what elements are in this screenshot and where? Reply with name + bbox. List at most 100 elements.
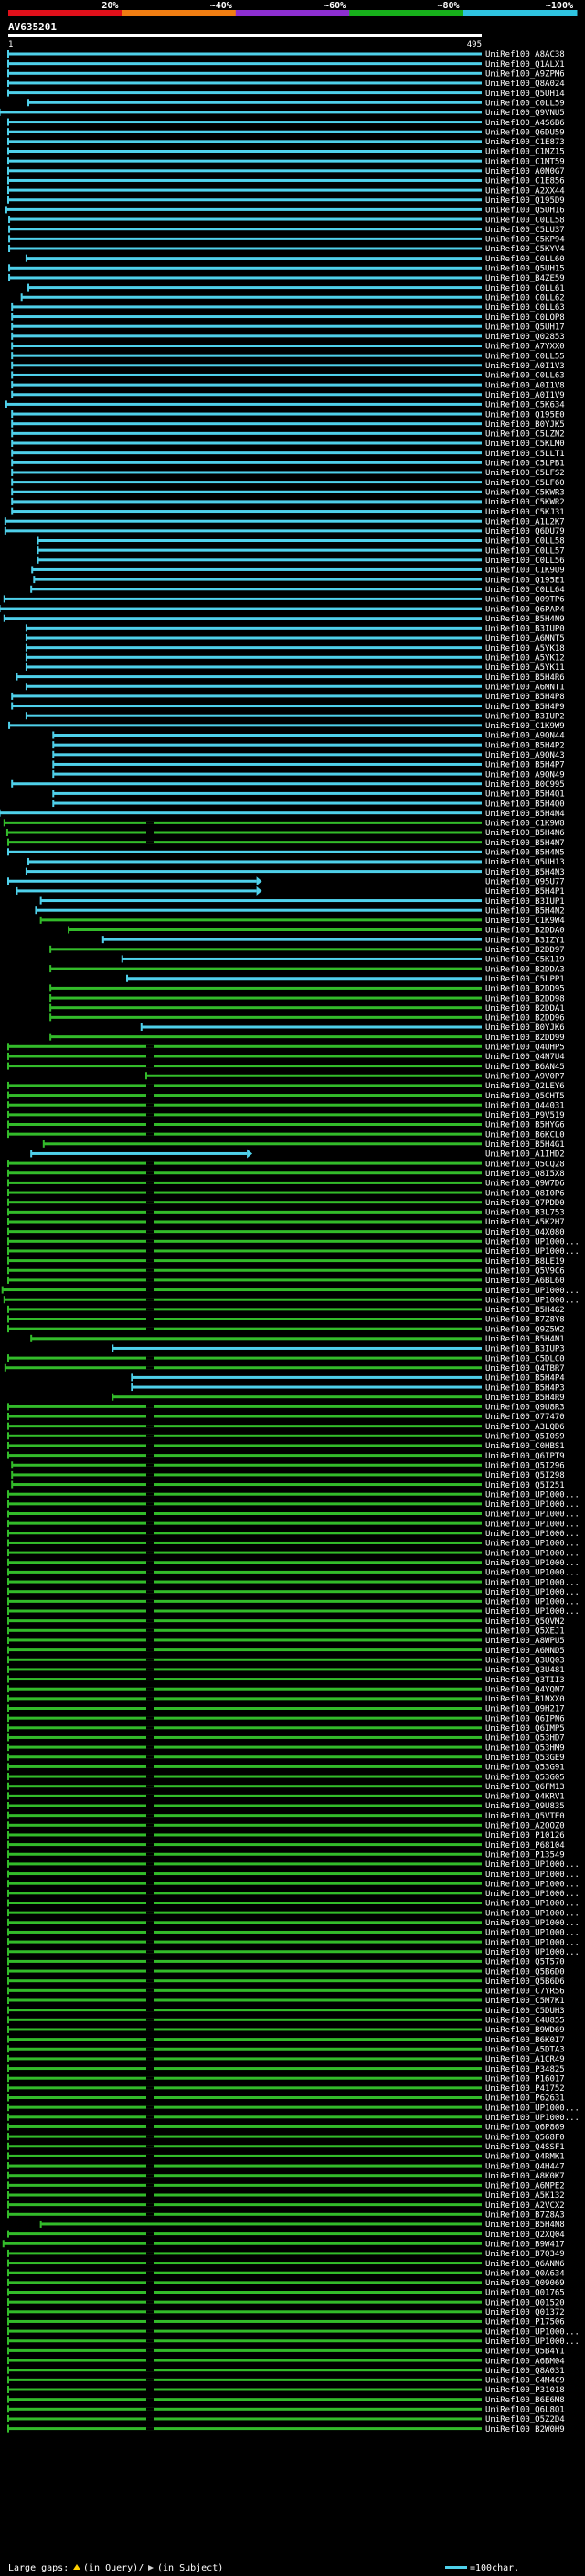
hit-bar[interactable]	[26, 714, 483, 717]
hit-label[interactable]: UniRef100_B6E6M8	[485, 2396, 565, 2405]
hit-label[interactable]: UniRef100_C0HBS1	[485, 1442, 565, 1451]
hit-row[interactable]: UniRef100_B1NXX0	[7, 1694, 565, 1704]
hit-label[interactable]: UniRef100_B6AN45	[485, 1063, 565, 1072]
hit-label[interactable]: UniRef100_Q3TII3	[485, 1676, 565, 1685]
hit-label[interactable]: UniRef100_UP1000...	[485, 1540, 580, 1549]
hit-row[interactable]: UniRef100_C0LL62	[20, 293, 565, 302]
hit-label[interactable]: UniRef100_Q6FM13	[485, 1783, 565, 1792]
hit-row[interactable]: UniRef100_C0LL59	[27, 99, 565, 108]
hit-row[interactable]: UniRef100_B5H4G2	[7, 1305, 565, 1315]
hit-label[interactable]: UniRef100_C1K9W9	[485, 722, 565, 731]
hit-bar[interactable]	[26, 636, 483, 640]
hit-label[interactable]: UniRef100_C5LPP1	[485, 975, 565, 984]
hit-row[interactable]: UniRef100_B6KCL0	[7, 1130, 565, 1140]
hit-bar[interactable]	[8, 1055, 482, 1058]
hit-row[interactable]: UniRef100_Q5B6D6	[7, 1977, 565, 1987]
hit-label[interactable]: UniRef100_Q195E0	[485, 410, 565, 419]
hit-bar[interactable]	[32, 567, 483, 571]
hit-label[interactable]: UniRef100_Q01520	[485, 2298, 565, 2307]
hit-label[interactable]: UniRef100_C0LL61	[485, 284, 565, 293]
hit-bar[interactable]	[8, 1132, 482, 1136]
hit-bar[interactable]	[9, 237, 482, 240]
hit-row[interactable]: UniRef100_A0N0G7	[7, 166, 565, 176]
hit-bar[interactable]	[8, 850, 482, 853]
hit-row[interactable]: UniRef100_B3L753	[7, 1208, 565, 1218]
hit-label[interactable]: UniRef100_B2DD98	[485, 994, 565, 1003]
hit-bar[interactable]	[4, 1298, 483, 1301]
hit-row[interactable]: UniRef100_B8LE19	[7, 1256, 565, 1267]
hit-row[interactable]: UniRef100_UP1000...	[7, 1870, 580, 1880]
hit-row[interactable]: UniRef100_B5H4N4	[0, 809, 565, 819]
hit-label[interactable]: UniRef100_B3IUP3	[485, 1345, 565, 1354]
hit-label[interactable]: UniRef100_B5H4P2	[485, 741, 565, 750]
hit-label[interactable]: UniRef100_Q8I5X8	[485, 1170, 565, 1179]
hit-row[interactable]: UniRef100_B6E6M8	[7, 2395, 565, 2405]
hit-label[interactable]: UniRef100_UP1000...	[485, 1909, 580, 1918]
hit-label[interactable]: UniRef100_Q5UH13	[485, 858, 565, 867]
hit-bar[interactable]	[8, 2212, 482, 2216]
hit-row[interactable]: UniRef100_B9W417	[2, 2240, 565, 2249]
hit-row[interactable]: UniRef100_B5H4N2	[35, 906, 565, 916]
hit-row[interactable]: UniRef100_Q4TBR7	[4, 1363, 565, 1373]
hit-bar[interactable]	[145, 1074, 482, 1077]
hit-label[interactable]: UniRef100_UP1000...	[485, 1900, 580, 1909]
hit-row[interactable]: UniRef100_UP1000...	[7, 1520, 580, 1529]
hit-bar[interactable]	[8, 2232, 482, 2236]
hit-label[interactable]: UniRef100_UP1000...	[485, 1578, 580, 1587]
hit-label[interactable]: UniRef100_Q6DU59	[485, 128, 565, 137]
hit-bar[interactable]	[8, 2359, 482, 2362]
hit-label[interactable]: UniRef100_B2DDA0	[485, 927, 565, 936]
hit-row[interactable]: UniRef100_A5DTA3	[7, 2045, 565, 2054]
hit-row[interactable]: UniRef100_C5LZN2	[11, 429, 565, 440]
hit-label[interactable]: UniRef100_Q5UH17	[485, 323, 565, 332]
hit-label[interactable]: UniRef100_UP1000...	[485, 1880, 580, 1889]
hit-row[interactable]: UniRef100_C7YR56	[7, 1987, 565, 1997]
hit-label[interactable]: UniRef100_B7Z8A3	[485, 2211, 565, 2221]
hit-row[interactable]: UniRef100_A1IHD2	[30, 1149, 565, 1160]
hit-bar[interactable]	[8, 2096, 482, 2099]
hit-label[interactable]: UniRef100_C5KWR3	[485, 488, 565, 497]
hit-bar[interactable]	[12, 490, 482, 493]
hit-bar[interactable]	[8, 1434, 482, 1437]
hit-label[interactable]: UniRef100_UP1000...	[485, 1500, 580, 1510]
hit-bar[interactable]	[43, 1142, 482, 1146]
hit-bar[interactable]	[34, 578, 483, 581]
hit-row[interactable]: UniRef100_Q9VNU5	[0, 108, 565, 118]
hit-bar[interactable]	[8, 1259, 482, 1263]
hit-label[interactable]: UniRef100_B9W417	[485, 2240, 565, 2249]
hit-row[interactable]: UniRef100_B2DD95	[49, 984, 565, 994]
hit-row[interactable]: UniRef100_Q5T570	[7, 1957, 565, 1967]
hit-label[interactable]: UniRef100_Q0A634	[485, 2269, 565, 2278]
hit-label[interactable]: UniRef100_A8K0K7	[485, 2172, 565, 2181]
hit-bar[interactable]	[8, 188, 482, 192]
hit-bar[interactable]	[12, 441, 482, 445]
hit-bar[interactable]	[8, 81, 482, 85]
hit-bar[interactable]	[12, 500, 482, 504]
hit-label[interactable]: UniRef100_C5DUH3	[485, 2007, 565, 2016]
hit-bar[interactable]	[53, 801, 483, 805]
hit-row[interactable]: UniRef100_A8WPU5	[7, 1636, 565, 1646]
hit-row[interactable]: UniRef100_A0I1V8	[11, 381, 565, 390]
hit-bar[interactable]	[26, 665, 483, 669]
hit-row[interactable]: UniRef100_A9QN44	[52, 731, 565, 741]
hit-bar[interactable]	[0, 111, 483, 114]
hit-label[interactable]: UniRef100_C5KLM0	[485, 440, 565, 449]
hit-label[interactable]: UniRef100_C5KYV4	[485, 245, 565, 254]
hit-label[interactable]: UniRef100_C0LL56	[485, 557, 565, 566]
hit-row[interactable]: UniRef100_C1MZ15	[7, 147, 565, 157]
hit-bar[interactable]	[50, 1006, 482, 1010]
hit-row[interactable]: UniRef100_UP1000...	[7, 1246, 580, 1256]
hit-bar[interactable]	[37, 548, 482, 552]
hit-label[interactable]: UniRef100_B5H4N5	[485, 849, 565, 858]
hit-row[interactable]: UniRef100_C5KYV4	[8, 245, 565, 254]
hit-row[interactable]: UniRef100_Q3UQ03	[7, 1656, 565, 1665]
hit-bar[interactable]	[12, 334, 482, 338]
hit-row[interactable]: UniRef100_Q4KRV1	[7, 1792, 565, 1802]
hit-row[interactable]: UniRef100_UP1000...	[7, 1558, 580, 1568]
hit-label[interactable]: UniRef100_Q8A024	[485, 80, 565, 89]
hit-bar[interactable]	[12, 324, 482, 328]
hit-bar[interactable]	[8, 1532, 482, 1535]
hit-bar[interactable]	[8, 1872, 482, 1876]
hit-row[interactable]: UniRef100_C0LL57	[37, 546, 565, 556]
hit-label[interactable]: UniRef100_A6BL60	[485, 1277, 565, 1286]
